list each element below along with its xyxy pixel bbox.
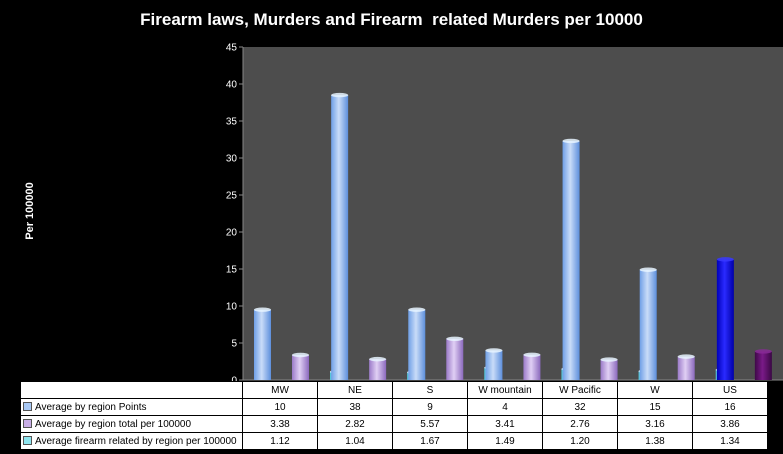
legend-entry: Average firearm related by region per 10… [20,432,243,450]
category-label: NE [317,381,393,399]
legend-key [23,436,32,446]
category-label: MW [242,381,318,399]
y-tick-label: 5 [231,339,237,350]
bar-cap [369,356,387,362]
y-tick-label: 35 [226,117,238,128]
data-label: 1.34 [692,432,768,450]
category-label: W Pacific [542,381,618,399]
data-label: 3.86 [692,415,768,433]
table-row: Average by region total per 100000 3.38 2.… [20,415,768,433]
plot-area [243,47,783,380]
bar-ne-series-2 [369,359,387,380]
legend-key [23,419,32,429]
table-row: Average by region Points 10 38 9 4 32 15 16 [20,398,768,416]
data-label: 3.38 [242,415,318,433]
legend-key [23,402,32,412]
data-label: 32 [542,398,618,416]
bar-w-series-1 [639,269,657,380]
data-label: 1.38 [617,432,693,450]
data-label: 2.76 [542,415,618,433]
data-label: 2.82 [317,415,393,433]
bar-cap [677,354,695,359]
y-tick-label: 25 [226,191,238,202]
data-label: 1.12 [242,432,318,450]
bar-cap [331,92,349,98]
bar-cap [716,257,734,262]
category-label: S [392,381,468,399]
y-tick-label: 15 [226,265,238,276]
bar-cap [523,352,541,357]
bar-w-series-2 [677,356,695,380]
data-table: MW NE S W mountain W Pacific W US Average by r… [20,381,768,450]
data-table-header: MW NE S W mountain W Pacific W US [20,381,768,399]
bar-cap [639,267,657,272]
table-row: Average firearm related by region per 10… [20,432,768,450]
bar-cap [292,352,309,358]
bar-ne-series-1 [331,95,349,380]
series-name: Average firearm related by region per 10… [35,435,237,447]
bar-us-series-2 [754,351,772,380]
bar-cap [754,349,772,354]
bar-mw-series-1 [254,309,271,380]
bar-w-mountain-series-1 [485,350,503,380]
bar-cap [485,348,503,353]
chart-title: Firearm laws, Murders and Firearm relate… [140,10,643,29]
y-tick-label: 45 [226,43,238,54]
legend-entry: Average by region Points [20,398,243,416]
data-label: 5.57 [392,415,468,433]
data-label: 1.67 [392,432,468,450]
data-label: 4 [467,398,543,416]
bar-s-series-1 [408,309,426,380]
bar-cap [446,336,464,341]
bar-mw-series-2 [292,354,309,380]
y-tick-label: 30 [226,154,238,165]
bar-cap [408,307,426,312]
y-tick-label: 20 [226,228,238,239]
series-name: Average by region Points [35,401,147,413]
data-label: 16 [692,398,768,416]
bars [254,92,772,380]
bar-cap [600,357,618,362]
bar-w-mountain-series-2 [523,354,541,380]
corner-cell [20,381,243,399]
category-label: W mountain [467,381,543,399]
data-label: 3.16 [617,415,693,433]
bar-cap [562,138,580,144]
data-label: 3.41 [467,415,543,433]
bar-w-pacific-series-2 [600,359,618,380]
bar-s-series-2 [446,338,464,380]
bar-w-pacific-series-1 [562,140,580,380]
data-label: 10 [242,398,318,416]
y-tick-label: 40 [226,80,238,91]
bar-us-series-1 [716,259,734,380]
category-label: US [692,381,768,399]
data-label: 9 [392,398,468,416]
y-tick-label: 10 [226,302,238,313]
series-name: Average by region total per 100000 [35,418,192,430]
bar-cap [254,307,271,312]
data-label: 15 [617,398,693,416]
category-label: W [617,381,693,399]
data-label: 1.49 [467,432,543,450]
data-label: 1.20 [542,432,618,450]
data-label: 38 [317,398,393,416]
data-label: 1.04 [317,432,393,450]
legend-entry: Average by region total per 100000 [20,415,243,433]
